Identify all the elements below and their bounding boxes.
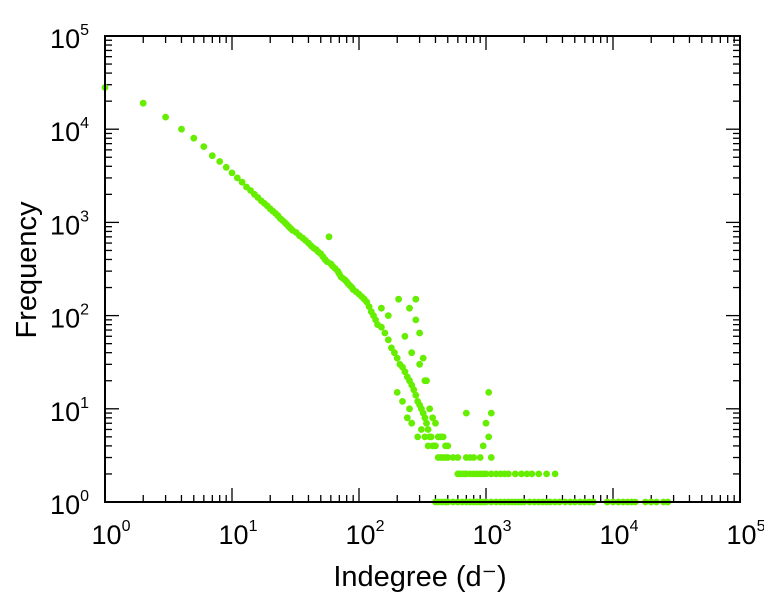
data-point <box>391 349 398 357</box>
data-point <box>416 360 423 368</box>
data-point <box>466 454 474 461</box>
data-point <box>421 433 429 441</box>
data-point <box>412 295 420 303</box>
data-point <box>454 454 462 461</box>
data-point <box>403 414 411 422</box>
data-point <box>378 323 385 331</box>
data-point <box>408 349 416 357</box>
data-point <box>432 419 439 427</box>
data-point <box>479 442 487 450</box>
data-point <box>487 409 495 417</box>
data-point <box>487 454 495 461</box>
data-point <box>216 158 224 165</box>
y-tick-label-1: 101 <box>50 395 89 427</box>
data-point <box>543 470 550 478</box>
data-point <box>381 329 389 337</box>
data-point <box>429 414 436 422</box>
data-point <box>462 409 470 417</box>
y-tick-label-5: 105 <box>50 22 89 54</box>
data-point <box>423 419 430 427</box>
data-point <box>401 368 409 376</box>
x-tick-label-1: 101 <box>219 518 258 550</box>
y-axis-title: Frequency <box>11 201 43 339</box>
x-tick-label-4: 104 <box>600 518 639 550</box>
y-tick-label-3: 103 <box>50 208 89 240</box>
data-point <box>424 426 432 433</box>
y-tick-label-0: 100 <box>50 488 89 520</box>
x-axis-tick-labels: 100 101 102 103 104 105 <box>92 518 764 550</box>
data-point <box>406 405 413 413</box>
data-point <box>325 233 333 241</box>
data-point <box>421 414 429 422</box>
data-point <box>426 405 434 413</box>
data-point <box>412 391 420 399</box>
x-tick-label-3: 103 <box>473 518 512 550</box>
data-point <box>233 174 241 182</box>
x-tick-label-0: 100 <box>92 518 131 550</box>
y-tick-label-2: 102 <box>50 302 89 334</box>
scatter-points <box>101 84 672 506</box>
data-point <box>412 316 420 324</box>
data-point <box>393 389 401 396</box>
data-point <box>523 470 531 478</box>
data-point <box>449 454 457 461</box>
data-point <box>222 163 230 171</box>
data-point <box>518 470 525 478</box>
data-point <box>410 386 418 394</box>
data-point <box>393 354 401 362</box>
data-point <box>482 419 490 427</box>
data-point <box>416 329 423 337</box>
x-tick-label-5: 105 <box>727 518 764 550</box>
data-point <box>406 304 413 312</box>
data-point <box>551 470 559 478</box>
y-tick-label-4: 104 <box>50 115 89 147</box>
x-axis-title: Indegree (d⁻) <box>333 561 506 593</box>
y-axis-tick-labels: 100 101 102 103 104 105 <box>50 22 89 520</box>
data-point <box>178 125 185 133</box>
data-point <box>423 377 430 385</box>
data-point <box>365 303 373 310</box>
data-point <box>505 470 512 478</box>
data-point <box>424 442 432 450</box>
data-point <box>418 426 425 433</box>
data-point <box>378 304 385 312</box>
data-point <box>439 433 447 441</box>
data-point <box>208 152 216 160</box>
data-point <box>511 470 519 478</box>
x-tick-label-2: 102 <box>346 518 385 550</box>
data-point <box>444 442 452 450</box>
data-point <box>476 454 484 461</box>
data-point <box>432 442 439 450</box>
data-point <box>384 336 392 344</box>
plot-area-frame <box>104 35 741 503</box>
tick-marks <box>104 36 740 503</box>
data-point <box>485 433 493 441</box>
data-point <box>399 398 406 405</box>
data-point <box>384 312 392 319</box>
data-point <box>190 134 198 142</box>
data-point <box>427 433 435 441</box>
data-point <box>414 433 422 441</box>
data-point <box>238 178 246 186</box>
data-point <box>162 113 170 121</box>
data-point <box>139 99 147 107</box>
data-point <box>395 295 402 303</box>
data-point <box>228 169 236 177</box>
data-point <box>200 143 208 151</box>
data-point <box>528 470 536 478</box>
data-point <box>487 470 495 478</box>
data-point <box>419 354 427 362</box>
data-point <box>401 332 409 340</box>
data-point <box>535 470 543 478</box>
data-point <box>485 389 493 396</box>
data-point <box>482 470 490 478</box>
data-point <box>408 419 416 427</box>
data-point <box>444 454 452 461</box>
